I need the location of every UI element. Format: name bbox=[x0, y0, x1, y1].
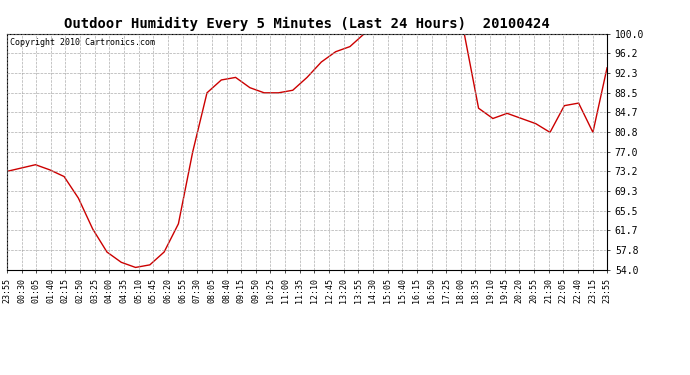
Title: Outdoor Humidity Every 5 Minutes (Last 24 Hours)  20100424: Outdoor Humidity Every 5 Minutes (Last 2… bbox=[64, 17, 550, 31]
Text: Copyright 2010 Cartronics.com: Copyright 2010 Cartronics.com bbox=[10, 39, 155, 48]
